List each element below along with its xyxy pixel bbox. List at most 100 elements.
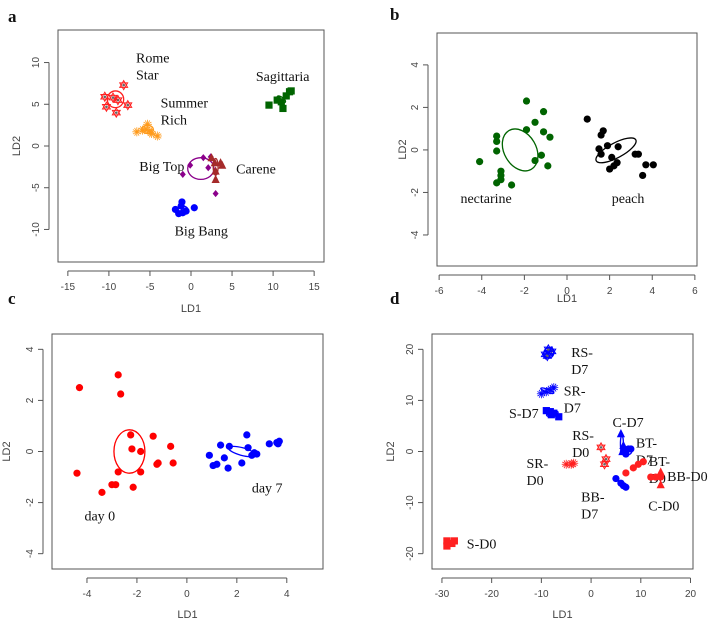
y-tick-label: -5 [31, 183, 42, 192]
data-point [287, 87, 295, 95]
group-label: BT- [649, 455, 671, 470]
data-point [211, 174, 220, 183]
star-marker-part [100, 91, 110, 100]
group-label: Summer [161, 97, 209, 112]
group-label: D0 [572, 446, 589, 461]
data-point [205, 164, 212, 172]
confidence-ellipse [113, 429, 146, 474]
group-label: BT- [636, 436, 658, 451]
star-marker-part [118, 79, 129, 88]
data-point [218, 160, 227, 169]
asterisk-ray [138, 127, 147, 133]
data-point [493, 147, 501, 155]
data-point [597, 150, 605, 158]
x-tick-label: -4 [477, 286, 486, 297]
x-tick-label: 4 [284, 589, 290, 600]
asterisk-ray [569, 460, 578, 466]
asterisk-ray [537, 391, 546, 397]
star-marker-center [122, 83, 125, 87]
group-day-7: day 7 [205, 431, 283, 496]
group-label: C-D7 [612, 416, 643, 431]
panel-c: c -4 -2 0 2 4 -4 -2 0 2 4 LD1 LD2 day 0 day 7 [1, 289, 324, 621]
star-marker-part [123, 99, 133, 108]
group-label: D7 [571, 363, 588, 378]
y-tick-label: 4 [25, 346, 36, 352]
y-axis-label: LD2 [1, 441, 13, 461]
data-point [507, 181, 516, 189]
star-marker-center [103, 95, 107, 99]
data-point [634, 150, 642, 158]
group-label: S-D7 [509, 407, 539, 422]
star-marker-center [604, 457, 608, 461]
data-point [450, 537, 458, 545]
star-marker-center [111, 96, 115, 99]
group-label: D7 [581, 508, 598, 523]
data-point [622, 483, 630, 491]
x-tick-label: 15 [309, 282, 321, 293]
data-point [531, 118, 539, 126]
x-tick-label: 2 [607, 286, 613, 297]
confidence-ellipse [621, 446, 633, 456]
data-point [549, 383, 559, 393]
star-marker-center [599, 446, 603, 449]
data-point [149, 432, 157, 440]
group-label: Sagittaria [256, 70, 310, 85]
y-axis-label: LD2 [397, 139, 409, 159]
group-bb-d7: BB- D7 [581, 474, 630, 523]
data-point [599, 458, 610, 470]
confidence-ellipse [595, 137, 637, 164]
confidence-ellipse [106, 90, 125, 109]
data-point [544, 162, 552, 170]
data-point [539, 128, 548, 136]
star-marker-center [114, 111, 118, 114]
panel-a: a-15 -10 -5 0 5 10 15-10-50510LD1LD2RomeStarSu… [8, 7, 325, 315]
data-point [265, 101, 273, 109]
data-point [546, 133, 554, 141]
data-point [443, 537, 451, 545]
data-point [583, 115, 591, 123]
group-label: Big Bang [175, 224, 228, 239]
confidence-ellipse [177, 205, 189, 214]
data-point [216, 441, 225, 449]
star-marker-part [108, 94, 118, 104]
data-point [606, 165, 614, 173]
x-tick-label: -5 [145, 282, 154, 293]
data-point [614, 143, 622, 151]
data-point [138, 125, 148, 135]
x-tick-label: -10 [534, 589, 549, 600]
group-label: Rich [161, 114, 187, 129]
group-label: SR- [564, 384, 586, 399]
data-point [616, 429, 626, 438]
y-tick-label: 0 [25, 448, 36, 454]
data-point [282, 92, 290, 100]
confidence-ellipse [543, 347, 555, 359]
star-marker-part [118, 82, 129, 91]
star-marker-center [546, 354, 549, 358]
data-point [190, 204, 198, 212]
panel-d: d-30 -20 -10 0 10 20-20-1001020LD1LD2RS-D7SR-… [385, 289, 708, 621]
y-tick-label: 20 [405, 343, 416, 355]
y-tick-label: 2 [25, 397, 36, 403]
data-point [224, 464, 232, 472]
data-point [243, 431, 251, 439]
data-point [555, 413, 563, 421]
data-point [569, 458, 579, 468]
star-marker-part [599, 458, 610, 468]
data-point [123, 99, 133, 111]
data-point [493, 132, 501, 140]
confidence-ellipse [540, 387, 555, 395]
data-point [175, 209, 183, 218]
confidence-ellipse [141, 124, 154, 135]
data-point [179, 170, 186, 178]
group-carene: Carene [207, 153, 276, 183]
star-marker-part [101, 101, 112, 110]
confidence-ellipse [276, 95, 287, 104]
data-point [649, 161, 657, 169]
star-marker-part [543, 346, 554, 355]
data-point [75, 384, 84, 392]
x-tick-label: 0 [588, 589, 594, 600]
data-point [273, 96, 281, 104]
data-point [493, 137, 501, 146]
panel-label: d [390, 289, 400, 308]
